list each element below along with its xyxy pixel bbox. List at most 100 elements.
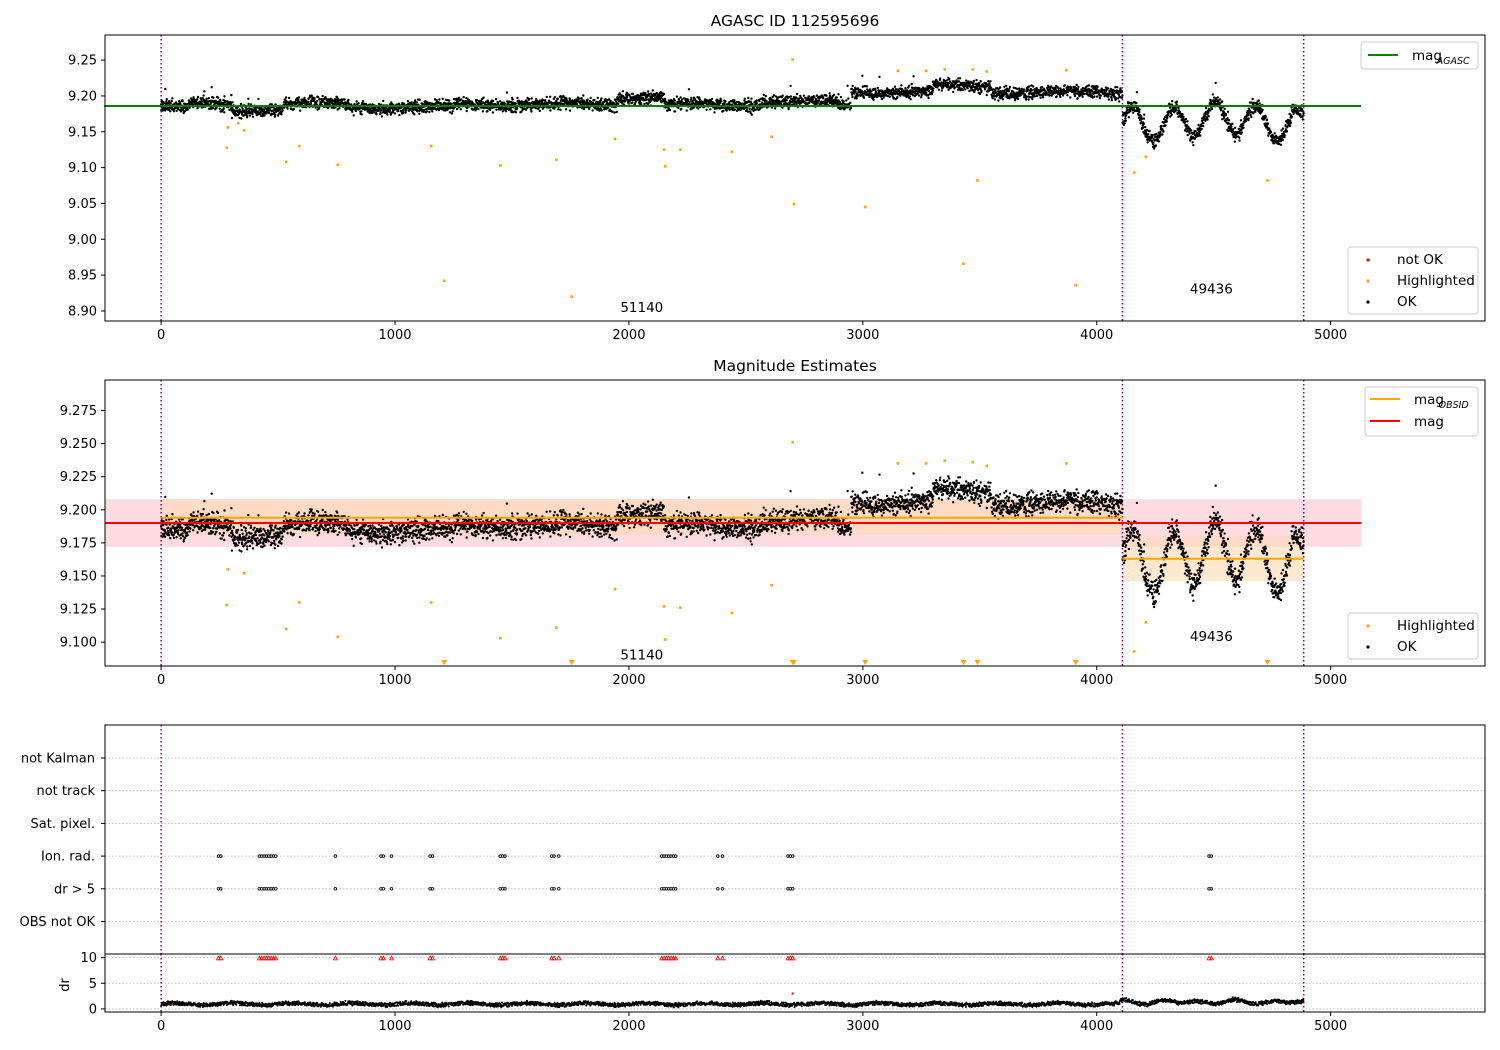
y-tick-label: 9.275 bbox=[60, 404, 97, 419]
agasc-highlighted-point-24 bbox=[962, 262, 965, 265]
agasc-highlighted-point-25 bbox=[971, 68, 975, 71]
agasc-highlighted-point-23 bbox=[943, 68, 946, 71]
magnitude-highlighted-point-10 bbox=[662, 605, 666, 608]
legend-label: mag bbox=[1414, 392, 1444, 408]
magnitude-highlighted-point-8 bbox=[555, 626, 558, 629]
magnitude-highlighted-point-14 bbox=[770, 583, 773, 587]
magnitude-highlighted-point-16 bbox=[896, 462, 900, 465]
dr-clipped-marker bbox=[380, 955, 387, 961]
legend-label: Highlighted bbox=[1397, 273, 1475, 289]
agasc-highlighted-point-28 bbox=[1065, 68, 1068, 72]
dr-clipped-marker bbox=[719, 955, 726, 961]
legend-frame bbox=[1360, 41, 1479, 70]
agasc-highlighted-point-20 bbox=[863, 205, 867, 209]
agasc-highlighted-point-16 bbox=[730, 150, 734, 154]
dr-clipped-marker bbox=[332, 955, 339, 961]
x-tick-label: 2000 bbox=[612, 328, 645, 343]
x-tick-label: 4000 bbox=[1080, 673, 1113, 688]
y-tick-label: 8.90 bbox=[68, 304, 97, 319]
magnitude-highlighted-point-7 bbox=[498, 636, 502, 640]
x-tick-label: 5000 bbox=[1314, 1019, 1347, 1034]
y-tick-label: 0 bbox=[89, 1002, 97, 1017]
y-tick-label: 9.10 bbox=[68, 161, 97, 176]
legend-dot-swatch bbox=[1366, 279, 1370, 283]
offscale-marker-7 bbox=[1072, 660, 1079, 665]
agasc-highlighted-point-14 bbox=[663, 164, 667, 168]
flag-point bbox=[716, 887, 720, 891]
legend-label: mag bbox=[1412, 48, 1442, 64]
flags-panel: not Kalman not track Sat. pixel. Ion. rad. d… bbox=[20, 724, 1486, 955]
magnitude-axes-frame bbox=[104, 379, 1486, 667]
x-tick-label: 1000 bbox=[378, 1019, 411, 1034]
agasc-annotation-1: 49436 bbox=[1190, 281, 1233, 297]
magnitude-highlighted-point-1 bbox=[226, 568, 230, 571]
x-tick-label: 3000 bbox=[846, 328, 879, 343]
flag-point bbox=[274, 854, 278, 858]
dr-clipped-marker bbox=[556, 955, 562, 961]
flag-point bbox=[219, 854, 223, 858]
flag-point bbox=[274, 887, 278, 891]
dr-ylabel: dr bbox=[58, 978, 73, 992]
magnitude-title: Magnitude Estimates bbox=[713, 357, 877, 375]
magnitude-highlighted-point-23 bbox=[1144, 621, 1148, 624]
flag-point bbox=[503, 854, 507, 858]
agasc-highlighted-point-11 bbox=[570, 295, 573, 298]
offscale-marker-3 bbox=[790, 660, 797, 665]
magnitude-highlighted-point-15 bbox=[791, 440, 794, 444]
agasc-highlighted-point-0 bbox=[225, 146, 228, 149]
offscale-marker-1 bbox=[568, 660, 575, 665]
magnitude-annotation-1: 49436 bbox=[1190, 629, 1233, 645]
agasc-highlighted-point-1 bbox=[226, 126, 230, 129]
flag-category-label: dr > 5 bbox=[54, 882, 95, 897]
dr-clipped-marker bbox=[673, 955, 679, 961]
dr-points bbox=[160, 996, 1305, 1009]
magnitude-annotation-0: 51140 bbox=[620, 647, 663, 663]
flag-point bbox=[1209, 854, 1214, 858]
x-tick-label: 5000 bbox=[1314, 673, 1347, 688]
legend-subscript: AGASC bbox=[1436, 56, 1470, 67]
agasc-axes-frame bbox=[104, 34, 1486, 322]
y-tick-label: 5 bbox=[89, 977, 97, 992]
agasc-highlighted-point-32 bbox=[1266, 179, 1269, 182]
dr-clipped-marker bbox=[715, 955, 721, 961]
y-tick-label: 9.25 bbox=[68, 54, 97, 69]
offscale-marker-0 bbox=[441, 660, 448, 665]
x-tick-label: 2000 bbox=[612, 1019, 645, 1034]
agasc-highlighted-point-10 bbox=[555, 158, 558, 162]
y-tick-label: 9.05 bbox=[68, 197, 97, 212]
magnitude-panel: Magnitude Estimates 51140 49436 0 1000 2000 30… bbox=[60, 357, 1486, 688]
agasc-highlighted-point-13 bbox=[662, 148, 666, 151]
y-tick-label: 9.00 bbox=[68, 233, 97, 248]
flag-category-label: Ion. rad. bbox=[41, 850, 95, 865]
magnitude-highlighted-point-11 bbox=[663, 638, 667, 641]
offscale-marker-4 bbox=[862, 660, 869, 665]
y-tick-label: 9.100 bbox=[60, 636, 97, 651]
flag-point bbox=[716, 854, 720, 858]
legend-label: OK bbox=[1397, 639, 1418, 655]
legend-label: not OK bbox=[1397, 252, 1444, 268]
magnitude-highlighted-point-22 bbox=[1132, 650, 1136, 653]
legend-frame bbox=[1347, 246, 1479, 315]
x-tick-label: 4000 bbox=[1080, 328, 1113, 343]
agasc-highlighted-point-22 bbox=[924, 69, 928, 73]
dr-clipped-marker bbox=[273, 955, 279, 961]
agasc-highlighted-point-7 bbox=[429, 144, 433, 148]
x-tick-label: 1000 bbox=[378, 673, 411, 688]
flag-point bbox=[790, 887, 795, 891]
magnitude-highlighted-point-5 bbox=[336, 635, 340, 639]
agasc-highlighted-point-19 bbox=[792, 202, 796, 206]
flag-point bbox=[557, 887, 561, 891]
offscale-marker-5 bbox=[960, 660, 967, 665]
flag-point bbox=[503, 887, 507, 891]
legend-dot-swatch bbox=[1366, 645, 1370, 649]
agasc-annotation-0: 51140 bbox=[620, 300, 663, 316]
agasc-highlighted-point-4 bbox=[284, 160, 288, 164]
flag-point bbox=[333, 854, 338, 858]
x-tick-label: 3000 bbox=[846, 673, 879, 688]
magnitude-highlighted-point-6 bbox=[429, 601, 433, 604]
flag-category-label: not track bbox=[36, 784, 95, 799]
flag-point bbox=[674, 887, 678, 891]
